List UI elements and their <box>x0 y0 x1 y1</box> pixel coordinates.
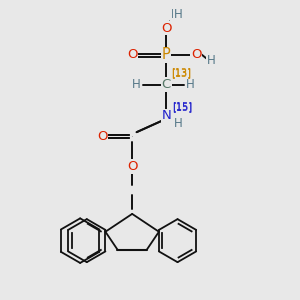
Text: O: O <box>127 48 137 62</box>
Text: H: H <box>186 78 194 91</box>
Text: H: H <box>132 78 141 91</box>
Text: N: N <box>161 109 171 122</box>
Text: O: O <box>191 48 201 62</box>
Text: O: O <box>127 48 137 62</box>
Text: [13]: [13] <box>171 68 191 78</box>
Text: H: H <box>186 78 194 91</box>
Text: C: C <box>162 78 171 91</box>
Text: [15]: [15] <box>172 102 192 112</box>
Text: O: O <box>161 22 172 34</box>
Text: [15]: [15] <box>172 101 192 111</box>
Text: O: O <box>127 160 137 173</box>
Text: O: O <box>97 130 108 143</box>
Text: H: H <box>174 8 183 21</box>
Text: H: H <box>207 54 215 67</box>
Text: P: P <box>162 47 171 62</box>
Text: [13]: [13] <box>171 67 191 77</box>
Text: O: O <box>97 130 108 143</box>
Text: H: H <box>174 117 183 130</box>
Text: C: C <box>132 136 133 137</box>
Text: O: O <box>127 160 137 173</box>
Text: H: H <box>174 117 183 130</box>
Text: O: O <box>191 48 201 62</box>
Text: H: H <box>132 78 141 91</box>
Text: C: C <box>162 78 171 91</box>
Text: H: H <box>207 54 215 67</box>
Text: P: P <box>162 47 171 62</box>
Text: N: N <box>161 109 171 122</box>
Text: O: O <box>127 160 137 173</box>
Text: O: O <box>97 130 108 143</box>
Text: H: H <box>171 8 180 21</box>
Text: O: O <box>161 22 172 34</box>
